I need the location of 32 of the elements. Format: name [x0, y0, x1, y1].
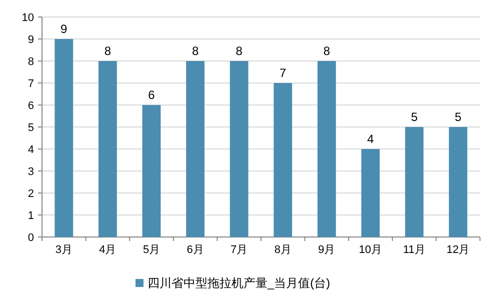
y-tick-label: 8: [28, 56, 34, 68]
y-tick-label: 0: [28, 232, 34, 244]
data-label: 7: [280, 66, 287, 80]
y-tick-label: 4: [28, 144, 34, 156]
y-tick-label: 9: [28, 34, 34, 46]
x-tick-label: 11月: [403, 244, 426, 256]
y-tick-label: 10: [22, 12, 34, 24]
x-tick-label: 10月: [358, 244, 382, 256]
x-tick-label: 8月: [274, 244, 292, 256]
data-label: 9: [60, 22, 68, 36]
data-label: 4: [367, 132, 374, 146]
x-tick-label: 3月: [55, 244, 72, 256]
data-label: 5: [410, 110, 418, 124]
y-tick-label: 6: [28, 100, 34, 112]
data-label: 8: [104, 44, 112, 58]
x-tick-label: 12月: [446, 244, 470, 256]
data-label: 8: [236, 44, 243, 58]
x-tick-label: 7月: [230, 244, 248, 256]
y-tick-label: 5: [28, 122, 34, 134]
x-tick-label: 4月: [99, 244, 116, 256]
data-label: 8: [323, 44, 330, 58]
y-tick-label: 7: [28, 78, 34, 90]
data-label: 8: [192, 44, 199, 58]
y-tick-label: 3: [28, 166, 34, 178]
x-tick-label: 9月: [318, 244, 336, 256]
y-tick-label: 1: [28, 210, 34, 222]
x-tick-label: 5月: [142, 244, 160, 256]
data-label: 6: [148, 88, 156, 102]
y-tick-label: 2: [28, 188, 34, 200]
x-tick-label: 6月: [186, 244, 204, 256]
data-label: 5: [454, 110, 462, 124]
legend-label: 四川省中型拖拉机产量_当月值(台): [148, 276, 330, 290]
